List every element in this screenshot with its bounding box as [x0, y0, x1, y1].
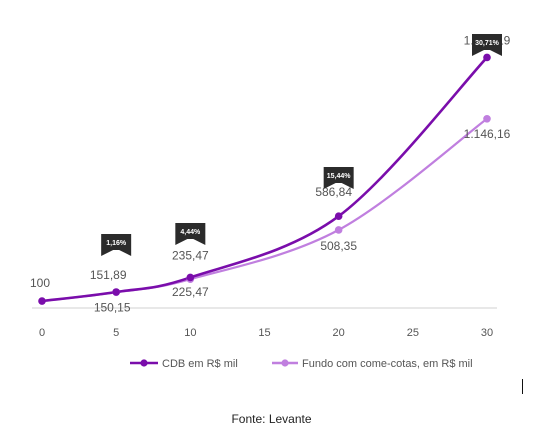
annotation-badge [323, 167, 354, 189]
data-label: 586,84 [315, 185, 352, 199]
text-cursor [522, 379, 523, 394]
data-point [112, 288, 120, 296]
data-point [334, 212, 343, 221]
data-label: 151,89 [90, 268, 127, 282]
data-label: 235,47 [172, 248, 209, 262]
annotation-label: 15,44% [327, 173, 352, 180]
data-label: 1.146,16 [464, 127, 511, 141]
data-label: 508,35 [320, 239, 357, 253]
x-tick-label: 10 [184, 327, 196, 339]
x-tick-label: 20 [333, 327, 345, 339]
x-tick-label: 15 [258, 327, 270, 339]
series-line [40, 56, 489, 303]
data-point [186, 273, 195, 282]
annotation-badge [101, 234, 132, 256]
annotation-badge [472, 34, 502, 56]
legend-label: Fundo com come-cotas, em R$ mil [302, 358, 473, 370]
annotation-badge [175, 223, 206, 245]
line-chart: 051015202530100151,89235,47586,841.498,1… [30, 33, 511, 370]
x-tick-label: 0 [39, 327, 45, 339]
legend-swatch-marker [281, 359, 289, 367]
data-point [38, 297, 46, 305]
data-point [483, 53, 491, 62]
data-label: 225,47 [172, 285, 209, 299]
annotation-label: 4,44% [180, 229, 201, 236]
x-tick-label: 25 [407, 327, 419, 339]
x-tick-label: 5 [113, 327, 119, 339]
data-point [483, 114, 491, 123]
legend-swatch-marker [140, 359, 148, 367]
annotation-label: 30,71% [475, 40, 500, 47]
plot-area: 051015202530100151,89235,47586,841.498,1… [30, 33, 511, 370]
data-point [334, 226, 343, 234]
data-label: 100 [30, 276, 50, 290]
legend-label: CDB em R$ mil [162, 358, 238, 370]
data-label: 150,15 [94, 300, 131, 314]
annotation-label: 1,16% [106, 240, 127, 247]
x-tick-label: 30 [481, 327, 493, 339]
source-caption: Fonte: Levante [231, 412, 312, 426]
